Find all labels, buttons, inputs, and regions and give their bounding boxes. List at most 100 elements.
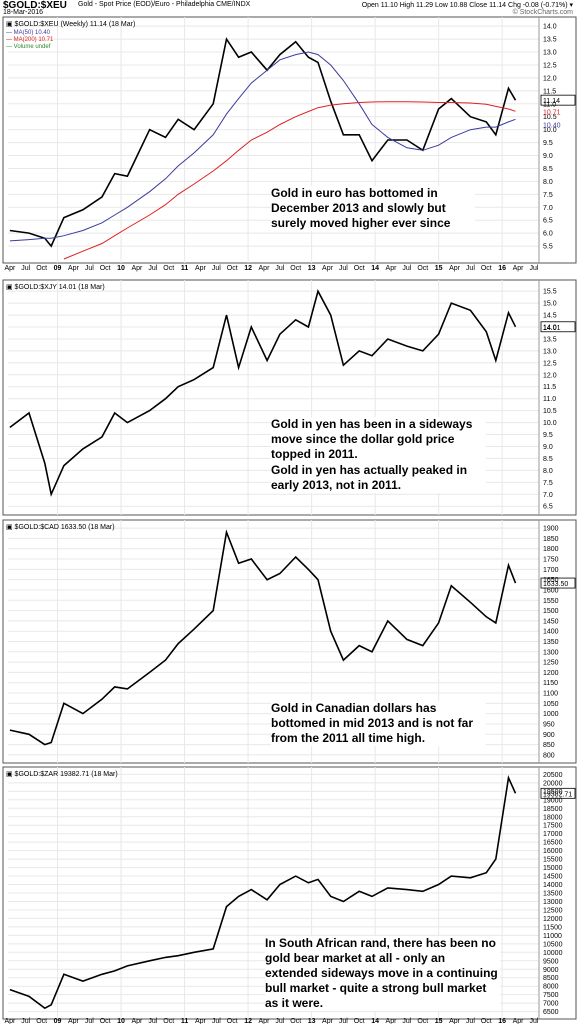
y-tick-label: 7.5: [543, 480, 553, 487]
y-tick-label: 13000: [543, 899, 563, 906]
chart-date: 18-Mar-2016: [3, 9, 44, 16]
y-tick-label: 850: [543, 742, 555, 749]
x-tick-label: 10: [117, 265, 125, 272]
x-tick-label: 14: [371, 1018, 379, 1024]
x-tick-label: Oct: [36, 1018, 47, 1024]
y-tick-label: 8.5: [543, 166, 553, 173]
price-line: [9, 289, 517, 497]
y-tick-label: 1050: [543, 701, 559, 708]
x-tick-label: Oct: [100, 1018, 111, 1024]
y-tick-label: 13500: [543, 891, 563, 898]
y-tick-label: 19500: [543, 789, 563, 796]
y-tick-label: 9.5: [543, 432, 553, 439]
x-tick-label: Jul: [275, 265, 284, 272]
ma50-line: [9, 51, 516, 242]
y-tick-label: 1450: [543, 618, 559, 625]
x-tick-label: Jul: [21, 265, 30, 272]
x-tick-label: Jul: [339, 1018, 348, 1024]
y-tick-label: 18500: [543, 806, 563, 813]
y-tick-label: 16500: [543, 840, 563, 847]
x-tick-label: Apr: [195, 265, 207, 272]
y-tick-label: 1000: [543, 711, 559, 718]
x-tick-label: 16: [498, 1018, 506, 1024]
x-tick-label: Jul: [85, 265, 94, 272]
x-tick-label: Apr: [449, 1018, 461, 1024]
y-tick-label: 11000: [543, 933, 562, 940]
y-tick-label: 950: [543, 721, 555, 728]
annotation-yen-peak: Gold in yen has actually peaked in early…: [271, 463, 486, 493]
y-tick-label: 6.5: [543, 218, 553, 225]
x-tick-label: Jul: [148, 265, 157, 272]
y-tick-label: 18000: [543, 814, 563, 821]
y-tick-label: 5.5: [543, 244, 553, 251]
y-tick-label: 20500: [543, 772, 563, 779]
last-value-box: [540, 94, 576, 106]
legend-title: ▣ $GOLD:$XEU (Weekly) 11.14 (18 Mar): [6, 21, 135, 28]
x-tick-label: Apr: [259, 265, 271, 272]
x-tick-label: Jul: [466, 265, 475, 272]
y-tick-label: 7000: [543, 1001, 559, 1008]
x-tick-label: Jul: [148, 1018, 157, 1024]
last-value-label: 1633.50: [543, 581, 568, 588]
y-tick-label: 10.5: [543, 408, 557, 415]
x-tick-label: 11: [181, 1018, 189, 1024]
x-tick-label: Oct: [163, 1018, 174, 1024]
y-tick-label: 7500: [543, 992, 559, 999]
y-tick-label: 10500: [543, 941, 563, 948]
x-tick-label: Jul: [529, 1018, 538, 1024]
x-tick-label: 14: [371, 265, 379, 272]
price-line: [9, 775, 517, 1010]
y-tick-label: 10.5: [543, 114, 557, 121]
y-tick-label: 1200: [543, 670, 559, 677]
x-tick-label: Apr: [259, 1018, 271, 1024]
x-tick-label: 13: [308, 1018, 316, 1024]
y-tick-label: 12000: [543, 916, 563, 923]
y-tick-label: 900: [543, 732, 555, 739]
chart-description: Gold - Spot Price (EOD)/Euro - Philadelp…: [78, 1, 251, 8]
x-tick-label: Oct: [481, 265, 492, 272]
y-tick-label: 6.5: [543, 504, 553, 511]
chart-panel-1: [2, 16, 577, 264]
chart-ticker: $GOLD:$XEU: [3, 0, 67, 11]
y-tick-label: 1250: [543, 660, 559, 667]
legend-title: ▣ $GOLD:$XJY 14.01 (18 Mar): [6, 284, 105, 291]
x-tick-label: 11: [181, 265, 189, 272]
x-tick-label: Apr: [386, 1018, 398, 1024]
y-tick-label: 10.0: [543, 127, 557, 134]
y-tick-label: 1800: [543, 546, 559, 553]
y-tick-label: 1750: [543, 557, 559, 564]
y-tick-label: 11500: [543, 924, 562, 931]
y-tick-label: 10.0: [543, 420, 557, 427]
x-tick-label: 15: [435, 265, 443, 272]
x-tick-label: Jul: [402, 1018, 411, 1024]
ma200-line: [63, 101, 516, 260]
x-tick-label: Oct: [354, 1018, 365, 1024]
x-tick-label: 12: [244, 265, 252, 272]
x-tick-label: Jul: [529, 265, 538, 272]
y-tick-label: 1700: [543, 567, 559, 574]
y-tick-label: 8.0: [543, 179, 553, 186]
y-tick-label: 15000: [543, 865, 563, 872]
y-tick-label: 12.0: [543, 372, 557, 379]
y-tick-label: 7.0: [543, 205, 553, 212]
x-tick-label: Oct: [290, 1018, 301, 1024]
y-tick-label: 1150: [543, 680, 558, 687]
x-tick-label: Apr: [513, 265, 525, 272]
y-tick-label: 1350: [543, 639, 559, 646]
x-tick-label: Apr: [513, 1018, 525, 1024]
ma200-last-label: 10.71: [543, 109, 561, 116]
y-tick-label: 15500: [543, 857, 563, 864]
y-tick-label: 1500: [543, 608, 559, 615]
x-tick-label: Oct: [100, 265, 111, 272]
y-tick-label: 16000: [543, 848, 563, 855]
last-value-box: [540, 787, 576, 799]
y-tick-label: 9500: [543, 958, 559, 965]
x-tick-label: Oct: [417, 265, 428, 272]
y-tick-label: 1400: [543, 629, 559, 636]
y-tick-label: 8500: [543, 975, 559, 982]
legend-title: ▣ $GOLD:$CAD 1633.50 (18 Mar): [6, 524, 115, 531]
last-value-label: 19382.71: [543, 791, 572, 798]
last-value-label: 11.14: [543, 98, 560, 105]
x-tick-label: 10: [117, 1018, 125, 1024]
y-tick-label: 11.5: [543, 88, 556, 95]
